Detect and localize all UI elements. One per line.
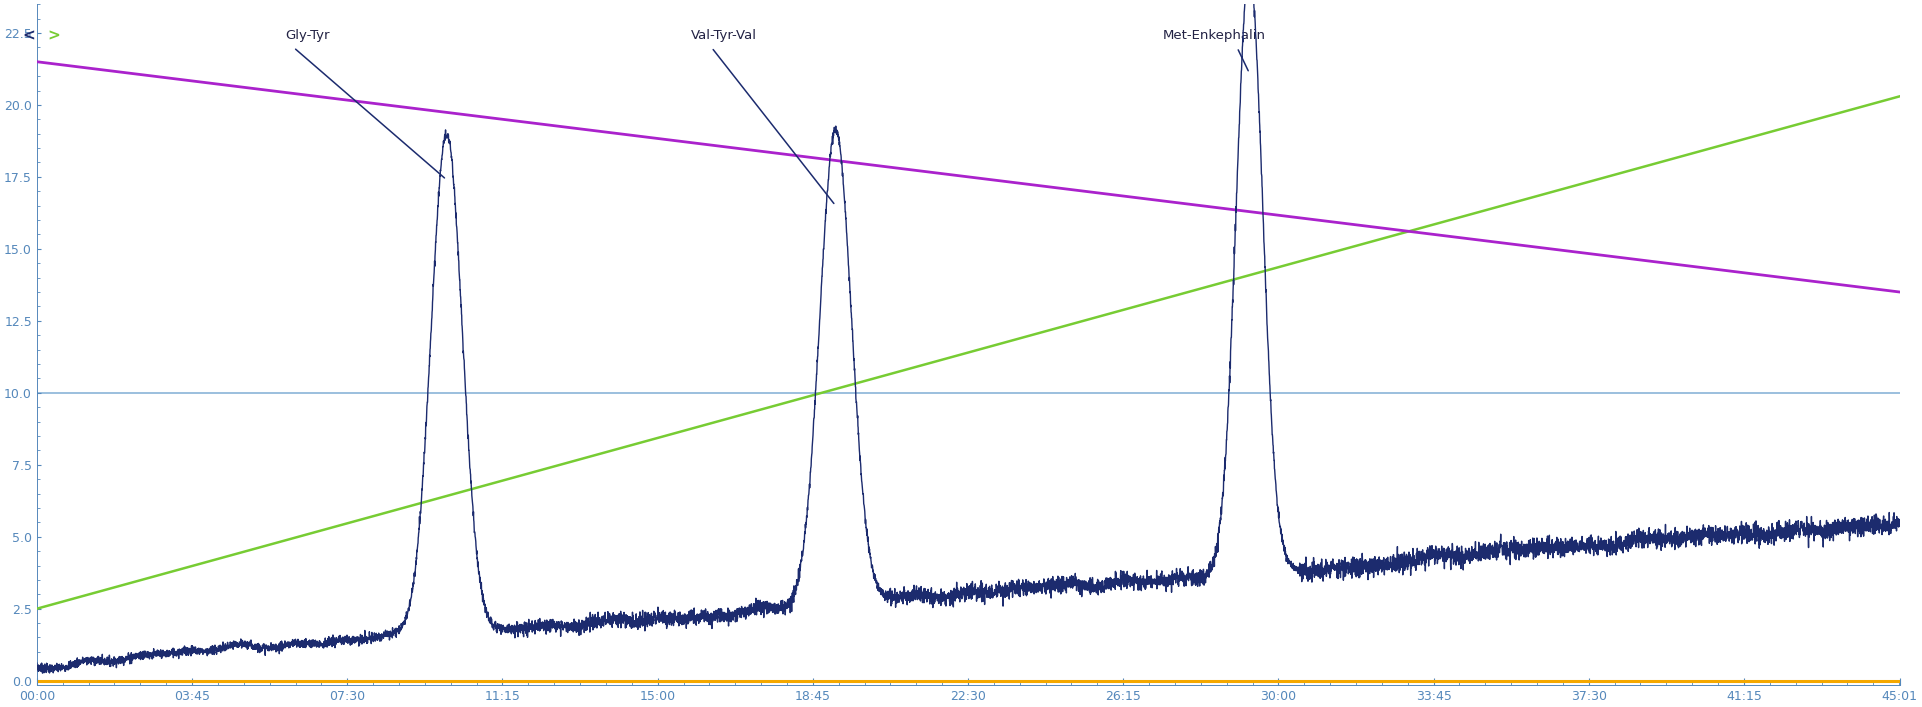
Text: >: > [48, 28, 60, 43]
Text: Val-Tyr-Val: Val-Tyr-Val [690, 28, 757, 42]
Text: Met-Enkephalin: Met-Enkephalin [1163, 28, 1265, 42]
Text: <: < [23, 28, 35, 43]
Text: Gly-Tyr: Gly-Tyr [284, 28, 331, 42]
